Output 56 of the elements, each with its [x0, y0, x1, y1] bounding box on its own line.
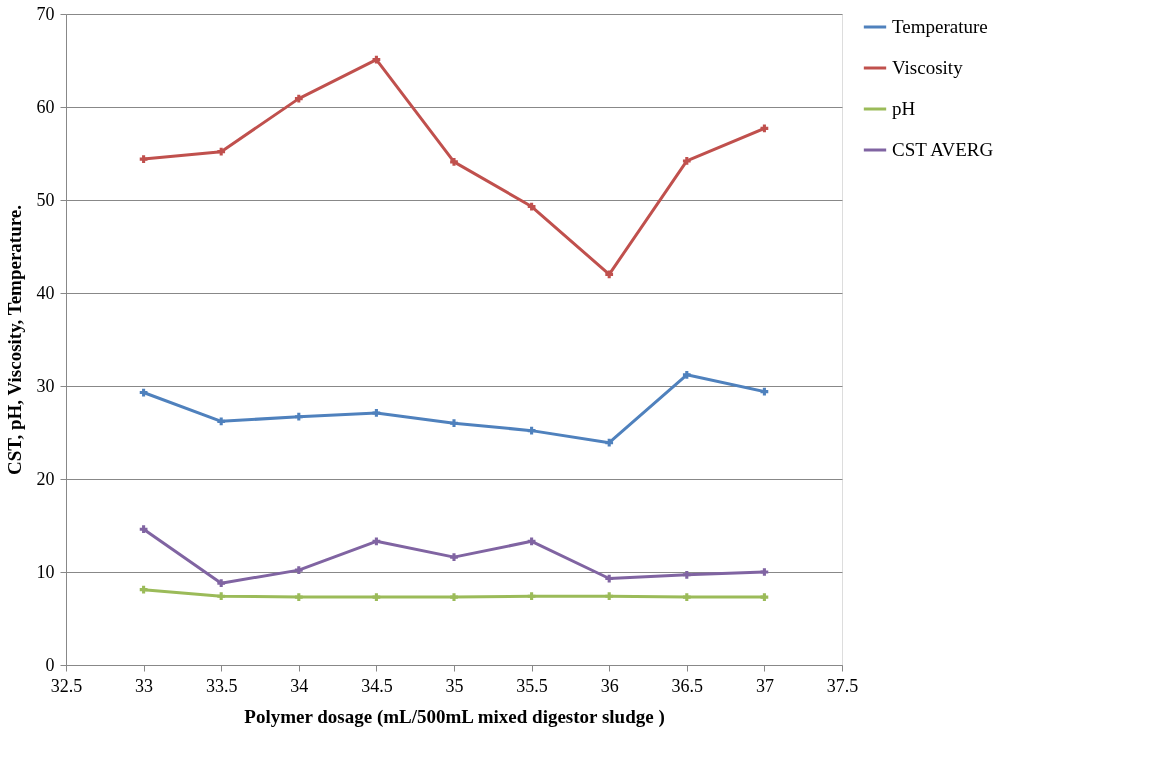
point — [217, 417, 226, 426]
point — [450, 593, 458, 601]
legend-label: Viscosity — [892, 57, 964, 78]
point — [682, 370, 691, 379]
y-tick-label: 60 — [36, 96, 55, 117]
point — [450, 158, 458, 166]
point — [217, 147, 226, 156]
point — [294, 566, 303, 575]
point — [372, 409, 381, 417]
x-tick-label: 37.5 — [826, 675, 859, 696]
legend-label: pH — [892, 98, 916, 119]
point — [760, 593, 769, 601]
y-tick-label: 70 — [36, 3, 55, 24]
point — [294, 593, 303, 601]
x-tick-label: 36.5 — [671, 675, 704, 696]
y-tick-label: 0 — [45, 654, 55, 675]
point — [605, 270, 614, 279]
point — [372, 593, 381, 601]
point — [217, 592, 226, 601]
x-tick-label: 37 — [755, 675, 774, 696]
point — [139, 585, 148, 594]
point — [294, 94, 303, 103]
legend-label: Temperature — [892, 16, 988, 37]
point — [372, 537, 381, 546]
point — [527, 537, 536, 546]
x-tick-label: 34.5 — [361, 675, 393, 696]
x-tick-label: 36 — [600, 675, 619, 696]
point — [682, 570, 691, 579]
point — [682, 157, 691, 165]
x-tick-label: 35.5 — [516, 675, 548, 696]
x-axis-title: Polymer dosage (mL/500mL mixed digestor sludge ) — [244, 705, 665, 728]
point — [760, 568, 769, 576]
x-tick-label: 32.5 — [50, 675, 83, 696]
point — [139, 155, 148, 163]
x-tick-label: 33 — [135, 675, 154, 696]
x-tick-label: 33.5 — [205, 675, 238, 696]
legend-label: CST AVERG — [892, 139, 994, 160]
point — [605, 592, 614, 601]
point — [139, 525, 148, 534]
point — [450, 419, 458, 428]
y-tick-label: 20 — [36, 468, 55, 489]
x-tick-label: 34 — [290, 675, 309, 696]
y-tick-label: 30 — [36, 375, 55, 396]
y-tick-label: 50 — [36, 189, 55, 210]
point — [605, 438, 614, 447]
y-tick-label: 10 — [36, 561, 55, 582]
point — [605, 574, 614, 583]
point — [527, 426, 536, 435]
point — [682, 593, 691, 601]
point — [450, 553, 458, 561]
point — [527, 592, 536, 601]
point — [294, 412, 303, 421]
y-tick-label: 40 — [36, 282, 55, 303]
point — [217, 579, 226, 588]
x-tick-label: 35 — [445, 675, 464, 696]
y-axis-title: CST, pH, Viscosity, Temperature. — [3, 204, 25, 476]
